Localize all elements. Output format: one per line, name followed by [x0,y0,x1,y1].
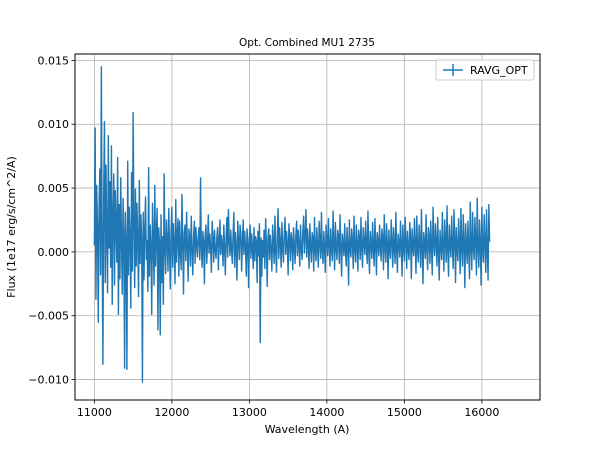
x-tick-label: 16000 [464,406,499,419]
series-layer [93,66,491,383]
y-axis-label: Flux (1e17 erg/s/cm^2/A) [5,156,18,298]
y-tick-label: 0.015 [38,54,70,67]
legend: RAVG_OPT [435,59,535,81]
legend-label-ravg-opt: RAVG_OPT [470,64,528,77]
x-tick-label: 14000 [309,406,344,419]
series-line-ravg-opt [93,66,491,383]
x-tick-label: 12000 [154,406,189,419]
plot-frame [74,53,541,401]
chart-title: Opt. Combined MU1 2735 [239,37,375,49]
y-tick-label: −0.010 [28,374,69,387]
legend-box [435,59,535,81]
x-axis: 11000 12000 13000 14000 15000 16000 [77,400,499,419]
y-axis: −0.010 −0.005 0.000 0.005 0.010 0.015 [28,54,75,387]
y-tick-label: 0.000 [38,246,70,259]
y-tick-label: 0.010 [38,118,70,131]
x-tick-label: 11000 [77,406,112,419]
x-axis-label: Wavelength (A) [265,423,350,436]
y-tick-label: 0.005 [38,182,70,195]
x-tick-label: 15000 [387,406,422,419]
x-tick-label: 13000 [232,406,267,419]
y-tick-label: −0.005 [28,310,69,323]
